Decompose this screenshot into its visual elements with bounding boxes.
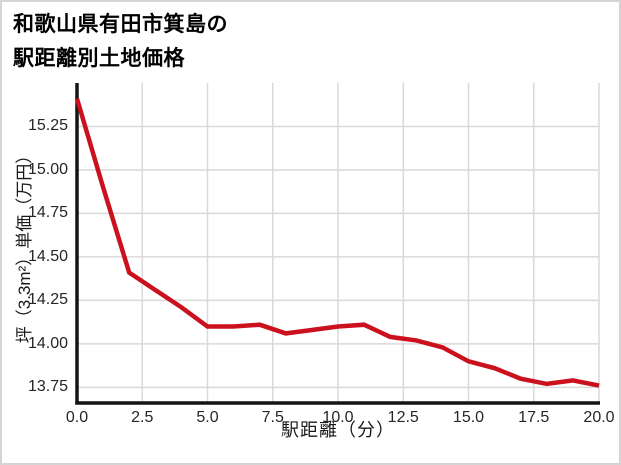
x-tick-label: 7.5: [261, 409, 284, 426]
price-line-series: [74, 98, 600, 388]
x-tick-label: 17.5: [518, 409, 550, 426]
y-axis-label: 坪（3.3m²）単価（万円）: [15, 146, 34, 344]
y-tick-label: 14.00: [27, 334, 68, 352]
chart-title: 和歌山県有田市箕島の 駅距離別土地価格: [13, 8, 228, 76]
x-tick-label: 20.0: [583, 409, 615, 426]
chart-title-line1: 和歌山県有田市箕島の: [13, 13, 228, 36]
y-tick-label: 14.75: [27, 204, 68, 222]
grid-lines: [76, 83, 600, 403]
x-axis-label: 駅距離（分）: [281, 420, 395, 440]
x-tick-label: 5.0: [196, 409, 219, 426]
y-tick-label: 14.25: [27, 291, 68, 309]
x-tick-label: 10.0: [322, 409, 354, 426]
chart-title-line2: 駅距離別土地価格: [13, 47, 185, 70]
y-tick-label: 13.75: [27, 378, 68, 396]
y-tick-label: 15.00: [27, 160, 68, 178]
axis-spines: [75, 83, 600, 405]
y-tick-label: 15.25: [27, 117, 68, 135]
price-line: [74, 98, 600, 388]
x-tick-label: 12.5: [387, 409, 419, 426]
x-tick-label: 0.0: [65, 409, 89, 426]
x-tick-label: 2.5: [131, 409, 154, 426]
x-tick-label: 15.0: [452, 409, 485, 426]
y-tick-label: 14.50: [27, 247, 68, 265]
